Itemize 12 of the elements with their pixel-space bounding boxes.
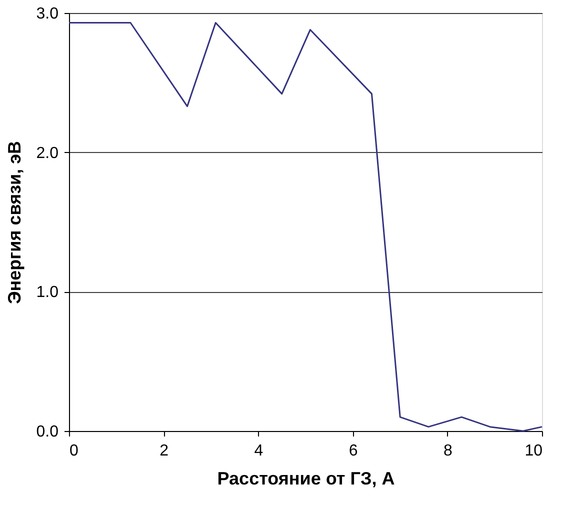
x-tick-label: 10 [524,442,543,460]
y-axis-title: Энергия связи, эВ [4,140,24,304]
x-tick-label: 4 [254,442,264,460]
x-tick-label: 2 [160,442,169,460]
y-tick-label: 3.0 [36,6,59,22]
y-tick-label: 2.0 [36,144,59,162]
x-tick-label: 6 [348,442,358,460]
y-tick-label: 0.0 [36,424,59,440]
x-axis-title: Расстояние от ГЗ, А [217,468,395,488]
y-tick-label: 1.0 [36,284,59,302]
x-tick-label: 8 [443,442,452,460]
x-tick-label: 0 [70,442,78,460]
